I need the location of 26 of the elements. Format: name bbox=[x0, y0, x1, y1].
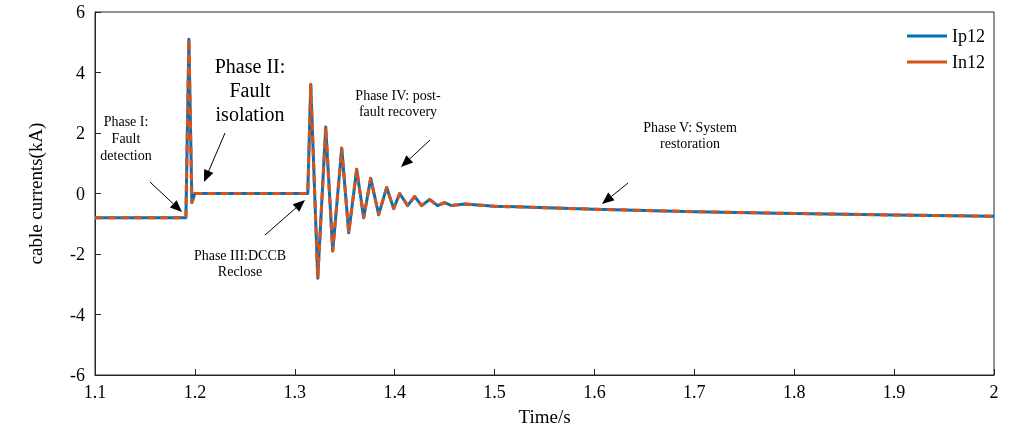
x-tick-label: 2 bbox=[989, 382, 999, 402]
annotation: Phase I: Fault detection bbox=[100, 114, 152, 163]
y-tick-label: -6 bbox=[70, 365, 85, 385]
x-tick-label: 1.7 bbox=[683, 382, 706, 402]
y-tick-label: 4 bbox=[76, 62, 85, 83]
x-tick-label: 1.2 bbox=[183, 382, 207, 402]
legend-label: Ip12 bbox=[952, 26, 986, 46]
y-tick-label: -2 bbox=[70, 244, 85, 264]
annotation: Phase III:DCCB Reclose bbox=[193, 247, 287, 280]
x-tick-label: 1.6 bbox=[583, 382, 606, 402]
x-tick-label: 1.1 bbox=[83, 382, 107, 402]
x-tick-label: 1.9 bbox=[882, 382, 906, 402]
x-tick-label: 1.8 bbox=[782, 382, 806, 402]
y-tick-label: -4 bbox=[70, 304, 85, 325]
y-tick-label: 6 bbox=[76, 2, 85, 22]
x-tick-label: 1.4 bbox=[383, 382, 406, 402]
x-tick-label: 1.3 bbox=[283, 382, 307, 402]
x-tick-label: 1.5 bbox=[483, 382, 506, 402]
annotation: Phase IV: post- fault recovery bbox=[355, 87, 441, 120]
annotation: Phase II: Fault isolation bbox=[214, 55, 286, 125]
legend-label: In12 bbox=[952, 52, 986, 72]
x-axis-title: Time/s bbox=[518, 406, 571, 427]
y-tick-label: 0 bbox=[76, 183, 85, 204]
annotation: Phase V: System restoration bbox=[643, 119, 737, 152]
y-axis-title: cable currents(kA) bbox=[25, 122, 47, 265]
y-tick-label: 2 bbox=[76, 123, 85, 143]
